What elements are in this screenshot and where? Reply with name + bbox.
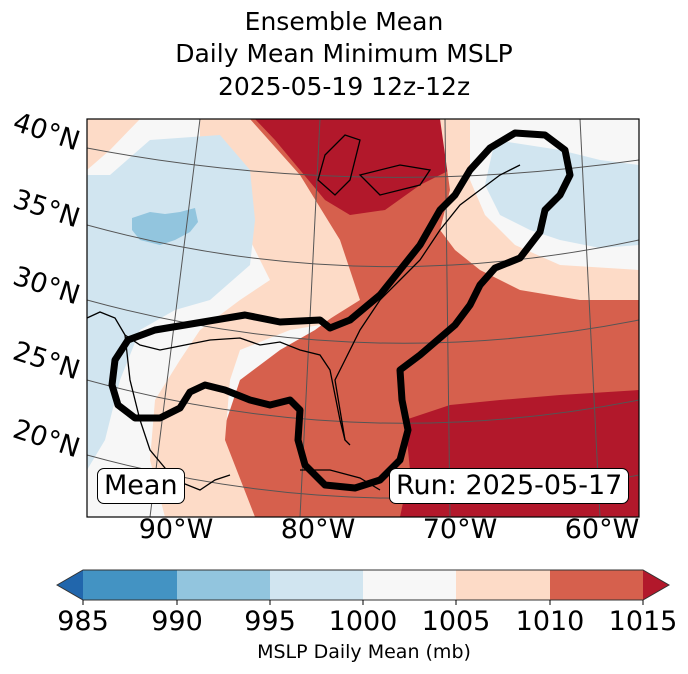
colorbar-tick-label: 1000 bbox=[328, 606, 398, 637]
colorbar-tick-label: 995 bbox=[244, 606, 296, 637]
colorbar-extend-low bbox=[57, 570, 83, 600]
mean-label-box: Mean bbox=[97, 468, 185, 504]
title-line-3: 2025-05-19 12z-12z bbox=[217, 72, 471, 101]
gridline-lon-60 bbox=[579, 119, 601, 517]
colorbar-title: MSLP Daily Mean (mb) bbox=[257, 641, 471, 663]
lon-label-70w: 70°W bbox=[422, 514, 498, 545]
map-frame bbox=[86, 118, 640, 518]
title-line-2: Daily Mean Minimum MSLP bbox=[175, 39, 513, 68]
colorbar-tick-label: 985 bbox=[57, 606, 109, 637]
field-1005-1010-nw bbox=[87, 119, 140, 170]
field-above-1015-north bbox=[255, 119, 480, 215]
lon-label-90w: 90°W bbox=[138, 514, 214, 545]
colorbar-tick-label: 990 bbox=[151, 606, 203, 637]
field-990-995-core bbox=[132, 208, 198, 245]
gridline-lat-30 bbox=[87, 299, 639, 344]
atlantic-coast bbox=[334, 164, 521, 441]
lon-label-60w: 60°W bbox=[564, 514, 640, 545]
gridline-lon-90 bbox=[149, 119, 201, 517]
gulf-coast bbox=[87, 311, 351, 446]
run-date-label-box: Run: 2025-05-17 bbox=[389, 468, 630, 504]
colorbar-tick-label: 1015 bbox=[608, 606, 678, 637]
gridline-lat-35 bbox=[87, 224, 639, 268]
colorbar-bin-1005-1010 bbox=[456, 570, 550, 600]
colorbar bbox=[55, 569, 671, 605]
gridline-lon-70 bbox=[444, 119, 451, 517]
colorbar-bin-995-1000 bbox=[270, 570, 363, 600]
colorbar-tick-label: 1005 bbox=[421, 606, 491, 637]
colorbar-extend-high bbox=[643, 570, 669, 600]
ensemble-contour bbox=[108, 129, 574, 492]
colorbar-bin-985-990 bbox=[83, 570, 177, 600]
lake-michigan bbox=[317, 134, 361, 196]
title-line-1: Ensemble Mean bbox=[244, 7, 444, 36]
lake-erie bbox=[358, 164, 432, 196]
gridline-lat-25 bbox=[87, 379, 639, 424]
colorbar-bin-990-995 bbox=[177, 570, 270, 600]
colorbar-tick-label: 1010 bbox=[515, 606, 585, 637]
colorbar-bin-1010-1015 bbox=[550, 570, 643, 600]
colorbar-bin-1000-1005 bbox=[363, 570, 456, 600]
mexico-coast bbox=[124, 334, 231, 491]
field-995-1000-west bbox=[87, 135, 255, 470]
lon-label-80w: 80°W bbox=[280, 514, 356, 545]
